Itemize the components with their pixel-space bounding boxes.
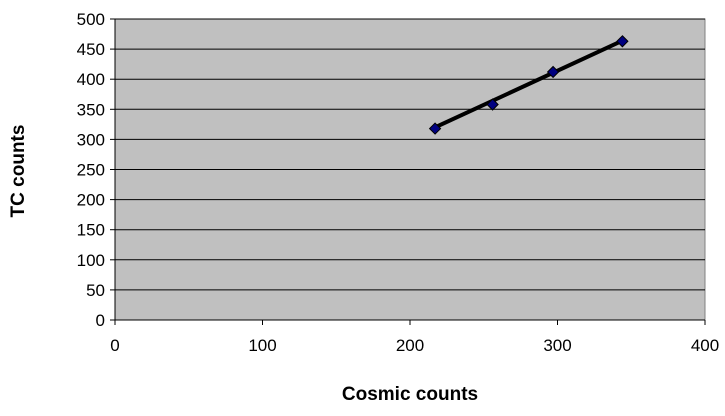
x-tick-labels: 0 100 200 300 400 [110,336,719,355]
y-tick-label: 100 [77,251,105,270]
y-tick-label: 400 [77,70,105,89]
data-point-1 [428,122,442,135]
x-tick-label: 100 [248,336,276,355]
data-point-2 [486,98,499,111]
x-tick-label: 300 [543,336,571,355]
y-tick-label: 300 [77,130,105,149]
data-point-4 [616,35,629,48]
x-tick-label: 200 [396,336,424,355]
y-tick-label: 150 [77,221,105,240]
y-tick-label: 450 [77,40,105,59]
y-tick-label: 200 [77,191,105,210]
axes [110,18,706,325]
y-tick-label: 500 [77,10,105,29]
y-tick-label: 0 [96,311,105,330]
y-tick-label: 50 [86,281,105,300]
gridlines [115,18,705,291]
y-tick-label: 350 [77,100,105,119]
data-point-3 [546,65,560,79]
data-points [428,35,629,135]
trendline-group [434,38,624,130]
y-axis-title: TC counts [8,125,29,218]
x-tick-label: 0 [110,336,119,355]
x-tick-label: 400 [691,336,719,355]
x-axis-title: Cosmic counts [342,384,478,405]
y-tick-label: 250 [77,161,105,180]
y-tick-labels: 0 50 100 150 200 250 300 350 400 450 500 [77,10,105,330]
trendline [434,38,624,130]
